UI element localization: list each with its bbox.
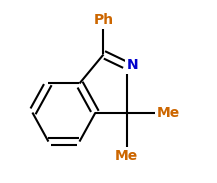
Text: N: N — [127, 58, 138, 72]
Text: Ph: Ph — [94, 13, 113, 27]
Text: Me: Me — [156, 106, 180, 119]
Text: Me: Me — [115, 149, 138, 163]
